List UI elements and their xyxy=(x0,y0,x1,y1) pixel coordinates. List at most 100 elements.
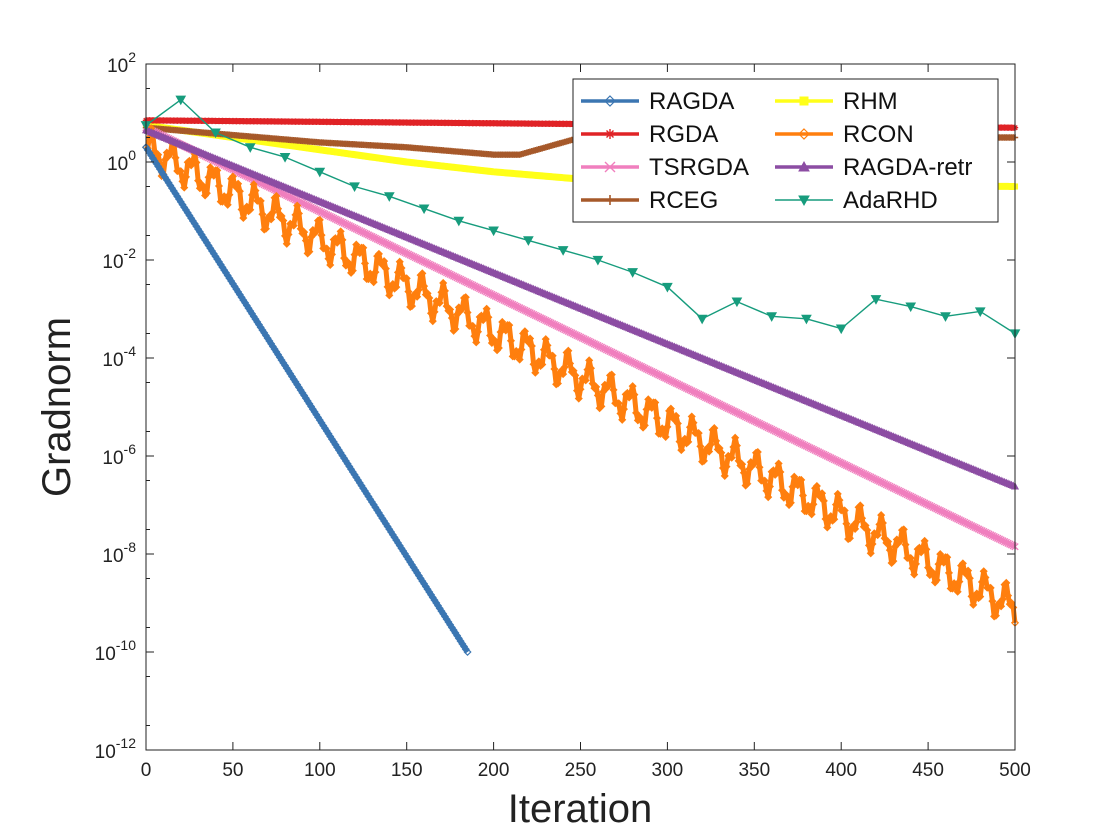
data-point-rcon xyxy=(906,553,915,563)
data-point-rgda xyxy=(473,119,480,127)
data-point-ragda xyxy=(181,205,191,215)
data-point-rcon xyxy=(199,182,208,191)
data-point-rcon xyxy=(976,592,985,601)
legend-entry-rceg: RCEG xyxy=(581,187,718,214)
data-point-rcon xyxy=(430,307,439,316)
data-point-rcon xyxy=(807,510,816,519)
data-point-rcon xyxy=(918,543,927,552)
data-point-ragda xyxy=(178,200,187,209)
data-point-rgda xyxy=(174,117,181,124)
data-point-rgda xyxy=(1001,124,1008,131)
data-point-ragda xyxy=(413,568,422,577)
data-point-rgda xyxy=(219,117,226,125)
data-point-rcon xyxy=(710,424,719,433)
data-point-rcon xyxy=(616,409,625,418)
data-point-rcon xyxy=(852,517,861,526)
data-point-rcon xyxy=(885,546,894,555)
data-point-ragda xyxy=(147,151,156,160)
data-point-rcon xyxy=(652,414,662,423)
data-point-ragda xyxy=(357,481,366,490)
data-point-rcon xyxy=(831,500,841,509)
data-point-rgda xyxy=(170,117,178,124)
data-point-rcon xyxy=(546,351,556,360)
data-point-adarhd xyxy=(488,226,499,237)
data-point-rcon xyxy=(911,559,920,568)
data-point-rcon xyxy=(957,561,966,570)
data-point-rcon xyxy=(785,500,794,510)
data-point-rgda xyxy=(271,118,278,125)
data-point-rgda xyxy=(420,119,428,126)
data-point-rcon xyxy=(904,553,914,563)
data-point-rcon xyxy=(878,518,887,528)
data-point-ragda xyxy=(232,285,241,294)
data-point-rcon xyxy=(566,359,575,368)
data-point-rcon xyxy=(484,313,493,322)
data-point-rcon xyxy=(303,249,312,258)
data-point-rcon xyxy=(284,230,293,239)
data-point-rcon xyxy=(692,429,701,438)
data-point-ragda xyxy=(221,268,230,277)
data-point-adarhd xyxy=(523,236,534,246)
data-point-ragda xyxy=(303,396,312,406)
data-point-rcon xyxy=(548,351,557,360)
data-point-rcon xyxy=(663,422,672,431)
data-point-rcon xyxy=(698,457,707,466)
data-point-rcon xyxy=(630,390,639,399)
data-point-ragda xyxy=(392,536,401,545)
data-point-rcon xyxy=(845,534,854,543)
data-point-rcon xyxy=(1002,578,1011,587)
legend-entry-rhm: RHM xyxy=(775,88,898,115)
data-point-rcon xyxy=(943,553,952,562)
data-point-rcon xyxy=(539,345,549,354)
data-point-ragda xyxy=(190,219,199,228)
data-point-rcon xyxy=(446,305,455,314)
data-point-rcon xyxy=(225,190,234,199)
data-point-rcon xyxy=(899,525,908,534)
data-point-ragda xyxy=(197,230,206,239)
data-point-rcon xyxy=(986,583,995,592)
data-point-rcon xyxy=(519,329,528,338)
data-point-ragda xyxy=(383,522,392,531)
data-point-rcon xyxy=(440,286,449,295)
data-point-rgda xyxy=(521,120,529,127)
data-point-rcon xyxy=(958,559,967,568)
data-point-rcon xyxy=(571,371,580,380)
data-point-ragda xyxy=(214,257,224,266)
x-tick-label: 400 xyxy=(825,760,857,781)
data-point-rcon xyxy=(312,227,321,236)
data-point-rcon xyxy=(637,414,646,423)
data-point-rgda xyxy=(285,118,292,125)
data-point-rgda xyxy=(497,120,504,127)
data-point-rcon xyxy=(647,403,656,412)
data-point-rgda xyxy=(382,119,390,126)
data-point-ragda xyxy=(449,626,458,635)
data-point-rgda xyxy=(542,120,549,127)
data-point-ragda xyxy=(188,216,197,226)
data-point-rcon xyxy=(619,405,628,414)
data-point-rgda xyxy=(438,119,445,127)
x-tick-label: 50 xyxy=(222,760,243,781)
data-point-ragda xyxy=(400,549,410,558)
data-point-rgda xyxy=(559,120,567,128)
data-point-ragda xyxy=(195,227,204,236)
data-point-rgda xyxy=(146,117,153,124)
data-point-ragda xyxy=(187,214,196,223)
data-point-rcon xyxy=(576,385,585,394)
data-point-rgda xyxy=(354,118,362,126)
data-point-rgda xyxy=(153,117,160,124)
data-point-rcon xyxy=(929,569,938,578)
data-point-rcon xyxy=(689,418,698,427)
data-point-ragda xyxy=(296,386,305,395)
data-point-ragda xyxy=(161,173,170,182)
data-point-rcon xyxy=(218,197,227,206)
data-point-ragda xyxy=(399,547,408,556)
data-point-rcon xyxy=(708,425,717,434)
data-point-ragda xyxy=(289,375,298,384)
data-point-rcon xyxy=(955,577,964,586)
data-point-ragda xyxy=(206,244,215,253)
data-point-ragda xyxy=(376,511,385,520)
data-point-ragda xyxy=(173,192,182,201)
x-tick-label: 150 xyxy=(391,760,423,781)
data-point-rgda xyxy=(181,117,188,124)
